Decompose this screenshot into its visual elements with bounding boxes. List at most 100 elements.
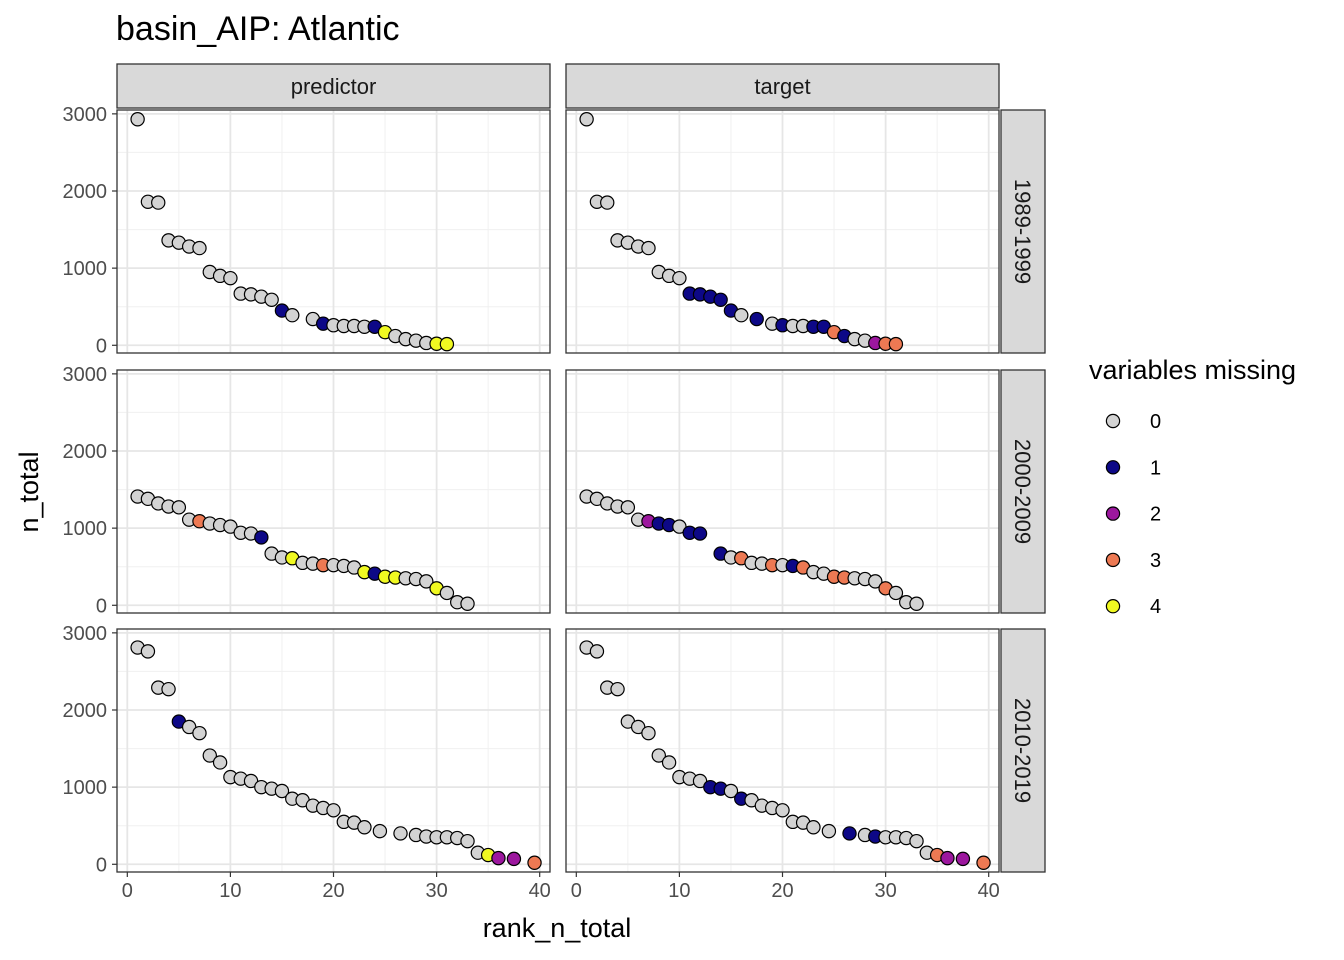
x-tick-label: 10 — [219, 880, 241, 902]
legend-entry-3: 3 — [1105, 550, 1161, 572]
y-tick-label: 1000 — [63, 518, 108, 540]
data-point — [600, 195, 615, 210]
y-tick-label: 2000 — [63, 181, 108, 203]
data-point — [140, 644, 156, 659]
y-tick-label: 3000 — [63, 364, 108, 386]
panel-border — [116, 109, 551, 354]
data-point — [909, 833, 924, 849]
legend-key — [1105, 460, 1121, 475]
data-point — [130, 112, 145, 127]
data-point — [223, 519, 238, 534]
data-point — [264, 292, 279, 307]
row-strip-label: 1989-1999 — [1010, 179, 1035, 284]
legend-key — [1105, 413, 1121, 429]
x-tick-label: 20 — [322, 880, 344, 902]
data-point — [620, 500, 636, 515]
data-point — [976, 855, 991, 870]
data-point — [491, 850, 506, 866]
data-point — [661, 755, 677, 770]
panel-predictor-2000-2009: 0 1000 2000 3000 — [63, 364, 551, 617]
x-tick-label: 40 — [529, 880, 551, 902]
row-strip-1989-1999: 1989-1999 — [1000, 109, 1046, 354]
legend-entry-4: 4 — [1105, 596, 1161, 618]
y-tick-label: 0 — [96, 595, 107, 617]
column-strip-predictor: predictor — [116, 63, 551, 109]
data-point — [955, 851, 971, 867]
data-point — [192, 725, 207, 741]
data-point — [460, 833, 475, 849]
data-point — [589, 644, 605, 659]
data-point — [806, 820, 821, 835]
legend-entry-2: 2 — [1105, 504, 1161, 526]
x-tick-label: 10 — [668, 880, 690, 902]
chart-title: basin_AIP: Atlantic — [116, 10, 400, 48]
data-point — [909, 596, 924, 611]
data-point — [254, 530, 269, 545]
data-point — [692, 526, 708, 541]
legend-label: 0 — [1150, 411, 1161, 433]
data-point — [274, 783, 290, 799]
data-point — [460, 596, 475, 611]
x-tick-label: 30 — [874, 880, 896, 902]
y-tick-label: 0 — [96, 854, 107, 876]
legend-label: 3 — [1150, 550, 1161, 572]
legend-entries: 0 1 2 3 4 — [1105, 411, 1161, 618]
data-point — [181, 719, 197, 735]
data-point — [672, 270, 687, 286]
panel-border — [565, 369, 1000, 614]
data-point — [212, 755, 228, 770]
y-tick-label: 0 — [96, 335, 107, 357]
data-point — [734, 308, 749, 323]
panel-predictor-2010-2019: 0 1000 2000 3000 0 10 20 30 40 — [63, 623, 551, 902]
x-tick-label: 40 — [978, 880, 1000, 902]
data-point — [192, 240, 207, 256]
legend-key — [1105, 552, 1121, 568]
column-strip-label: target — [754, 74, 810, 99]
legend: variables missing 0 1 2 3 4 — [1089, 355, 1296, 618]
data-point — [888, 336, 904, 352]
data-point — [285, 308, 300, 323]
legend-key — [1105, 506, 1121, 521]
data-point — [171, 500, 187, 515]
y-tick-label: 3000 — [63, 623, 108, 645]
data-point — [641, 240, 656, 256]
data-point — [393, 826, 408, 841]
column-strip-bg — [565, 63, 1000, 109]
data-point — [868, 574, 883, 589]
panel-target-2000-2009 — [565, 369, 1000, 614]
data-point — [940, 850, 955, 866]
row-strip-bg — [1000, 628, 1046, 873]
x-tick-label: 20 — [771, 880, 793, 902]
legend-label: 4 — [1150, 596, 1161, 618]
legend-title: variables missing — [1089, 355, 1296, 385]
y-tick-label: 3000 — [63, 104, 108, 126]
data-point — [243, 773, 259, 789]
data-point — [223, 270, 238, 286]
data-point — [439, 336, 455, 352]
row-strip-bg — [1000, 109, 1046, 354]
row-strip-label: 2000-2009 — [1010, 439, 1035, 544]
data-point — [527, 855, 542, 870]
panel-border — [565, 109, 1000, 354]
x-tick-label: 0 — [122, 880, 133, 902]
data-point — [419, 574, 434, 589]
legend-label: 1 — [1150, 457, 1161, 479]
data-point — [888, 585, 904, 601]
panel-predictor-1989-1999: 0 1000 2000 3000 — [63, 104, 551, 357]
column-strip-target: target — [565, 63, 1000, 109]
data-point — [326, 803, 341, 818]
data-point — [202, 748, 217, 763]
panels-layer: predictor target 1989-1999 2000-2009 2010-20… — [63, 63, 1046, 902]
data-point — [641, 725, 656, 741]
data-point — [842, 826, 857, 841]
data-point — [630, 719, 646, 735]
data-point — [579, 112, 594, 127]
y-tick-label: 2000 — [63, 700, 108, 722]
y-axis-title: n_total — [14, 451, 44, 532]
legend-label: 2 — [1150, 504, 1161, 526]
data-point — [151, 195, 166, 210]
data-point — [775, 803, 790, 818]
data-point — [672, 519, 687, 534]
row-strip-2000-2009: 2000-2009 — [1000, 369, 1046, 614]
